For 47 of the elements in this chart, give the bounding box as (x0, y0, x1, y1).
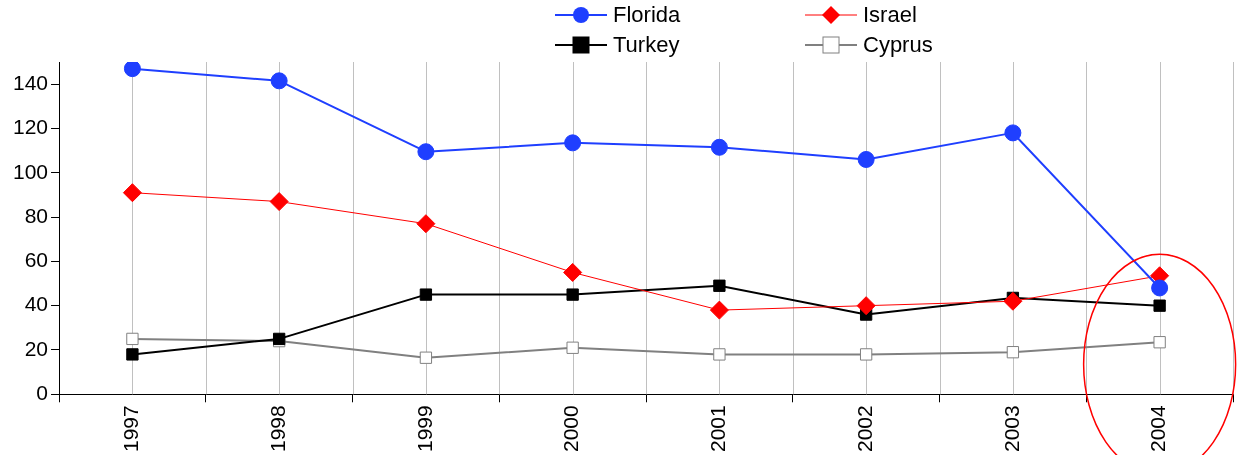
x-tick-label: 2002 (852, 405, 876, 452)
point (859, 348, 873, 361)
x-tick-label: 2003 (999, 405, 1023, 452)
y-tick-label: 20 (24, 336, 49, 360)
point (1004, 124, 1022, 142)
point (126, 332, 139, 346)
point (564, 134, 582, 152)
point (419, 351, 433, 364)
point (566, 288, 579, 301)
legend-label: Israel (863, 2, 917, 28)
point (710, 138, 728, 156)
point (122, 183, 142, 203)
point (713, 279, 726, 292)
point (713, 348, 726, 361)
x-tick-label: 2001 (706, 405, 730, 452)
x-tick-label: 1997 (119, 405, 143, 452)
point (709, 300, 729, 320)
x-tick-label: 1999 (412, 405, 436, 452)
point (270, 72, 288, 90)
point (126, 348, 139, 361)
x-tick-label: 2004 (1146, 404, 1170, 452)
point (417, 143, 435, 161)
point (856, 296, 876, 316)
point (1153, 299, 1166, 312)
point (857, 150, 875, 168)
y-tick-label: 80 (24, 203, 49, 227)
point (1151, 279, 1169, 297)
point (1003, 291, 1023, 311)
point (123, 62, 141, 78)
point (563, 262, 583, 282)
y-tick-label: 100 (12, 159, 49, 183)
point (419, 288, 433, 301)
legend-label: Turkey (613, 32, 680, 58)
legend-label: Florida (613, 2, 681, 28)
x-tick-label: 1998 (265, 405, 289, 452)
y-tick-label: 0 (36, 381, 49, 405)
y-tick-label: 40 (24, 292, 49, 316)
point (269, 192, 289, 212)
point (1006, 346, 1020, 359)
x-tick-label: 2000 (559, 405, 583, 452)
point (566, 341, 579, 354)
y-tick-label: 140 (12, 70, 49, 94)
point (1153, 336, 1166, 349)
y-tick-label: 60 (24, 248, 49, 272)
legend-label: Cyprus (863, 32, 933, 58)
point (416, 214, 436, 234)
y-tick-label: 120 (12, 115, 49, 139)
